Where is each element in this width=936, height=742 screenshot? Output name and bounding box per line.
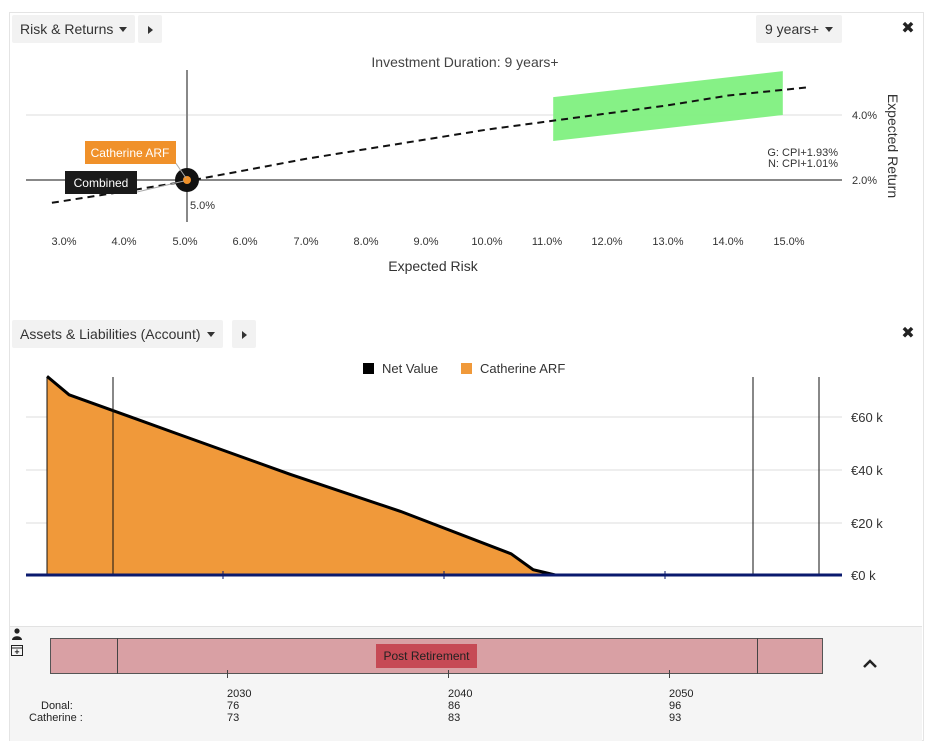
x-tick: 10.0%: [471, 236, 502, 248]
callout-catherine-box: [85, 141, 176, 164]
x-tick: 11.0%: [532, 236, 563, 248]
legend-swatch-net-value: [363, 363, 374, 374]
x-tick: 6.0%: [232, 236, 257, 248]
x-tick: 13.0%: [652, 236, 683, 248]
year-label: 2050: [669, 688, 694, 700]
x-tick: 4.0%: [111, 236, 136, 248]
duration-dropdown[interactable]: 9 years+: [756, 15, 843, 43]
x-tick: 7.0%: [293, 236, 318, 248]
callout-catherine-label: Catherine ARF: [91, 146, 170, 160]
catherine-arf-area: [47, 376, 777, 575]
age-catherine: 73: [227, 712, 240, 724]
age-donal: 96: [669, 700, 682, 712]
risk-returns-chart: Investment Duration: 9 years+ Catherine …: [26, 54, 901, 274]
y-tick-0k: €0 k: [851, 568, 876, 583]
timeline-divider: [757, 638, 758, 674]
risk-returns-panel: Risk & Returns 9 years+ ✖: [9, 12, 924, 320]
person-icon: [12, 628, 22, 640]
close-icon: ✖: [901, 325, 915, 342]
assets-dropdown-label: Assets & Liabilities (Account): [20, 326, 201, 342]
play-icon: [147, 26, 153, 35]
chevron-down-icon: [206, 331, 215, 337]
year-tick: [227, 670, 228, 678]
x-tick: 8.0%: [353, 236, 378, 248]
year-tick: [669, 670, 670, 678]
legend-catherine-arf: Catherine ARF: [480, 361, 565, 376]
x-tick: 12.0%: [591, 236, 622, 248]
close-icon: ✖: [901, 20, 915, 37]
expand-right-button[interactable]: [138, 15, 162, 43]
year-label: 2040: [448, 688, 473, 700]
assets-liabilities-dropdown[interactable]: Assets & Liabilities (Account): [12, 320, 223, 348]
chevron-up-icon: [863, 659, 877, 668]
collapse-timeline-button[interactable]: [858, 652, 882, 676]
post-retirement-phase[interactable]: Post Retirement: [376, 644, 477, 668]
y-tick-4pct: 4.0%: [852, 110, 877, 122]
timeline-divider: [117, 638, 118, 674]
x-tick: 5.0%: [172, 236, 197, 248]
x-tick-labels: 3.0% 4.0% 5.0% 6.0% 7.0% 8.0% 9.0% 10.0%…: [51, 236, 804, 248]
legend-net-value: Net Value: [382, 361, 438, 376]
expand-right-button[interactable]: [232, 320, 256, 348]
return-band: [553, 71, 783, 141]
chevron-down-icon: [825, 26, 834, 32]
x-tick: 3.0%: [51, 236, 76, 248]
risk-returns-dropdown-label: Risk & Returns: [20, 21, 114, 37]
x-axis-label: Expected Risk: [388, 258, 478, 274]
age-donal: 86: [448, 700, 461, 712]
callout-combined-box: [65, 171, 137, 194]
person-name-catherine: Catherine :: [29, 712, 83, 724]
age-catherine: 83: [448, 712, 461, 724]
callout-combined-label: Combined: [74, 176, 129, 190]
year-label: 2030: [227, 688, 252, 700]
play-icon: [241, 331, 247, 340]
callout-line-catherine: [174, 161, 187, 179]
callout-line-combined: [136, 180, 185, 193]
close-risk-panel-button[interactable]: ✖: [896, 17, 920, 41]
assets-chart: Net Value Catherine ARF €60 k €40 k €20 …: [26, 361, 883, 583]
annotation-g: G: CPI+1.93%: [767, 147, 838, 159]
y-tick-40k: €40 k: [851, 463, 883, 478]
phase-label: Post Retirement: [383, 649, 470, 663]
y-tick-2pct: 2.0%: [852, 175, 877, 187]
age-donal: 76: [227, 700, 240, 712]
x-tick: 9.0%: [413, 236, 438, 248]
x-tick: 15.0%: [773, 236, 804, 248]
calendar-icon: [11, 645, 23, 656]
y-tick-20k: €20 k: [851, 516, 883, 531]
annotation-n: N: CPI+1.01%: [768, 158, 838, 170]
chevron-down-icon: [119, 26, 128, 32]
year-tick: [448, 670, 449, 678]
risk-returns-dropdown[interactable]: Risk & Returns: [12, 15, 136, 43]
x-tick: 14.0%: [712, 236, 743, 248]
person-name-donal: Donal:: [41, 700, 73, 712]
portfolio-marker-center: [183, 176, 191, 184]
duration-dropdown-label: 9 years+: [765, 21, 820, 37]
y-tick-60k: €60 k: [851, 410, 883, 425]
marker-risk-label: 5.0%: [190, 200, 215, 212]
risk-chart-title: Investment Duration: 9 years+: [371, 54, 558, 70]
legend-swatch-catherine-arf: [461, 363, 472, 374]
age-catherine: 93: [669, 712, 682, 724]
y-axis-label: Expected Return: [885, 94, 901, 198]
close-assets-panel-button[interactable]: ✖: [896, 322, 920, 346]
